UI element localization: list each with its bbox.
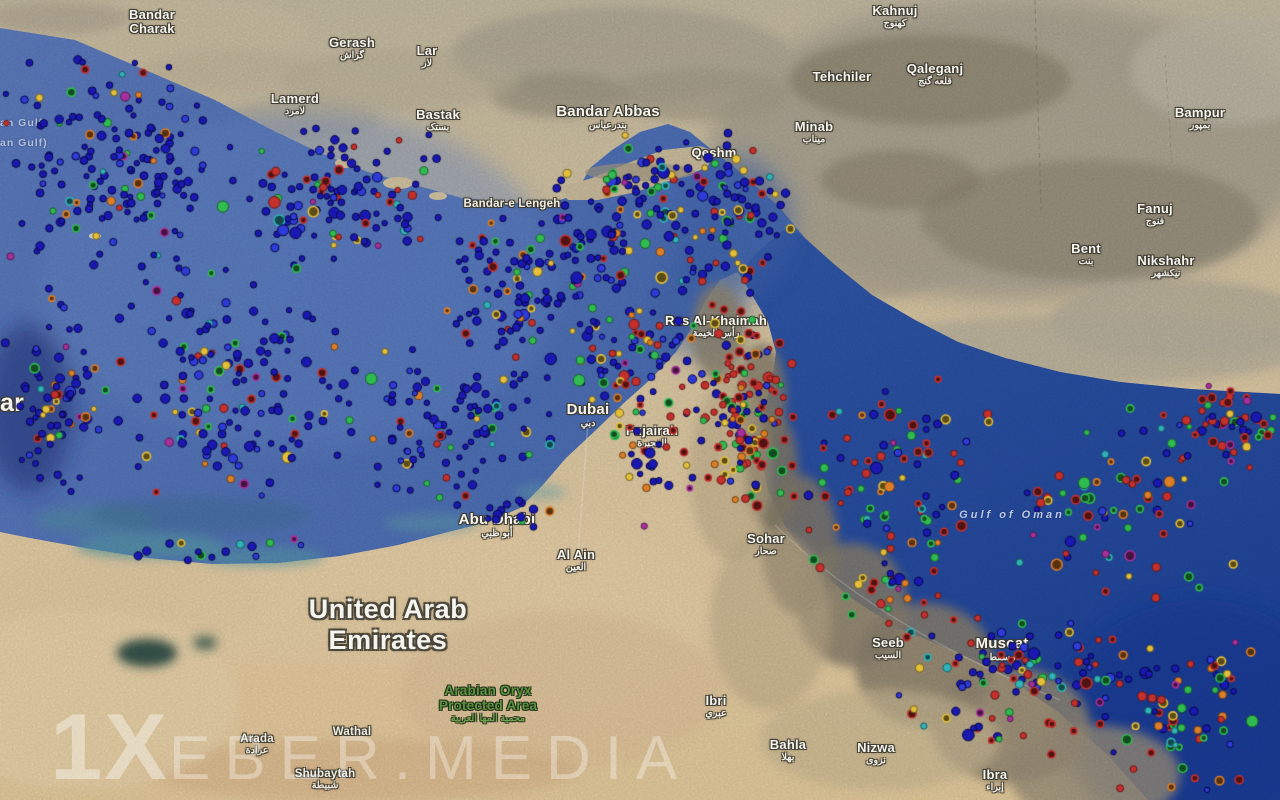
map-viewport[interactable]: Bandar CharakLamerdلامردGerashگراشLarلار… [0,0,1280,800]
ship-markers-layer[interactable] [0,0,1280,800]
